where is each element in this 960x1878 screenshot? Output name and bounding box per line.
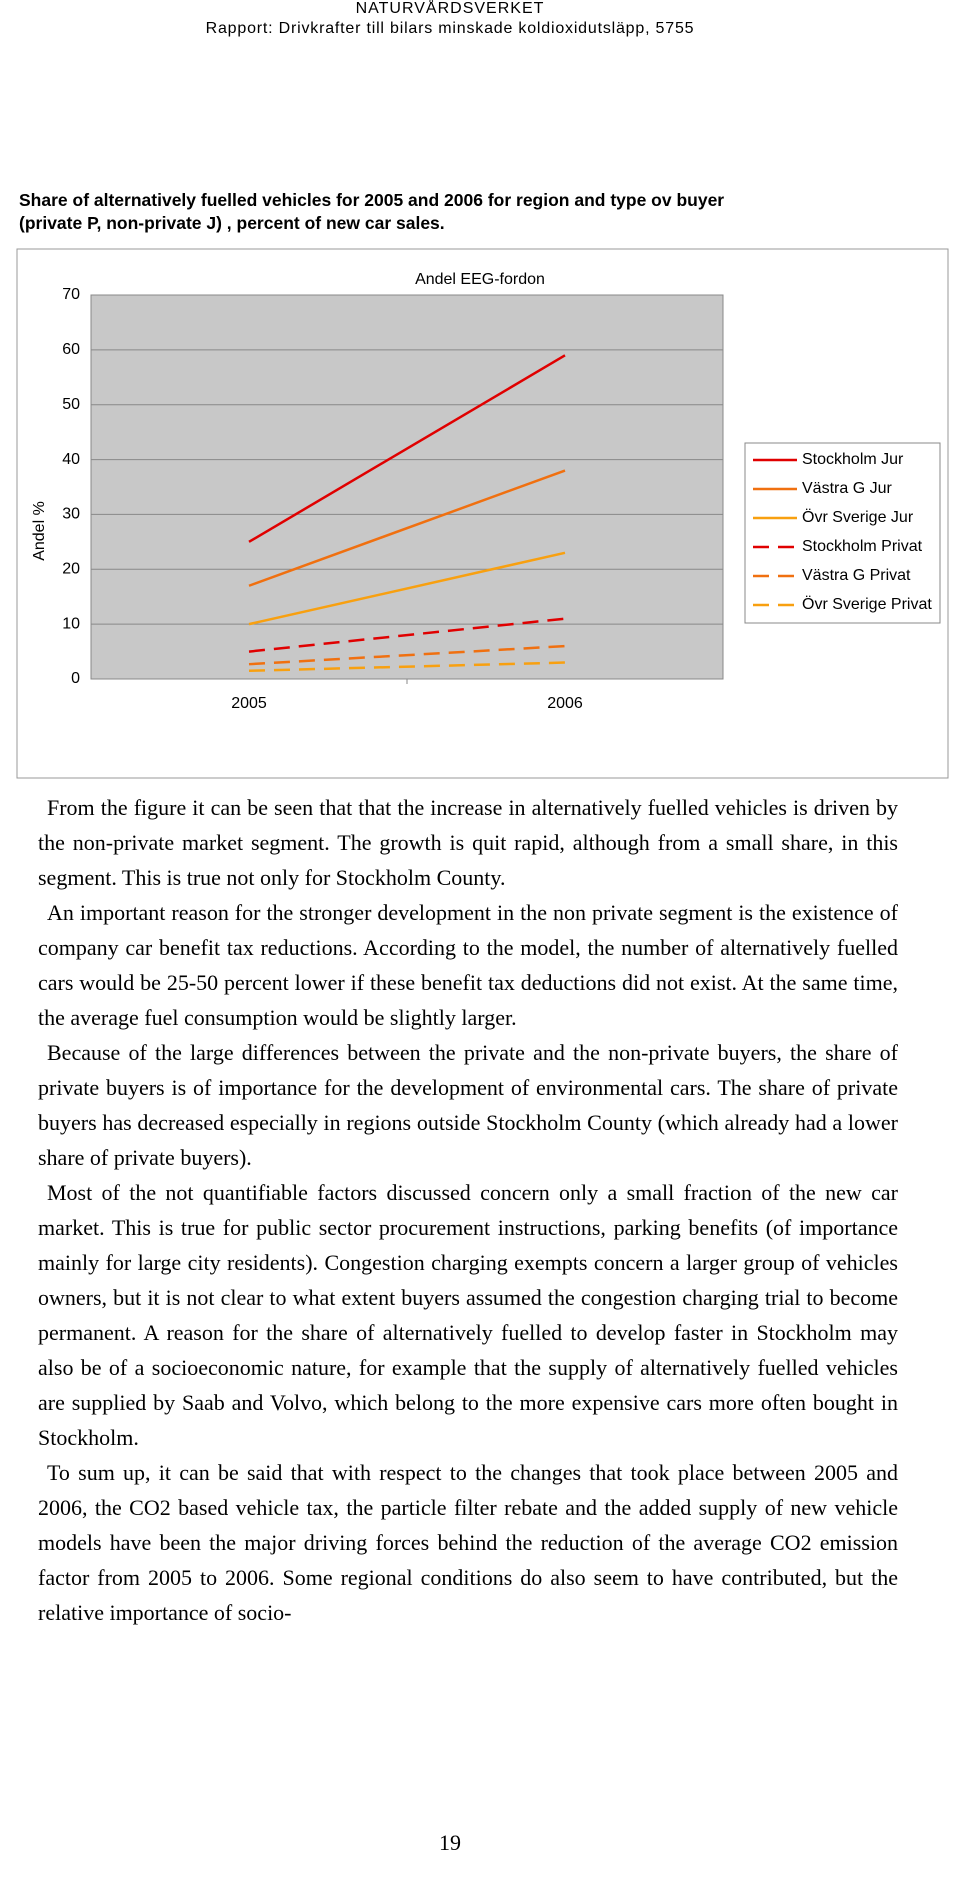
x-tick-label: 2005 [231, 695, 267, 712]
legend-label: Västra G Privat [802, 567, 911, 584]
series-line [248, 469, 566, 587]
series-line [248, 661, 566, 673]
figure-caption: Share of alternatively fuelled vehicles … [19, 190, 725, 210]
series-line [248, 551, 566, 626]
y-axis-label: Andel % [31, 501, 48, 561]
x-tick-label: 2006 [547, 695, 583, 712]
paragraph: To sum up, it can be said that with resp… [38, 1460, 898, 1625]
series-line [248, 617, 566, 653]
legend-label: Övr Sverige Jur [802, 508, 914, 526]
legend-label: Västra G Jur [802, 480, 892, 497]
y-tick-label: 60 [62, 341, 80, 358]
body-text: From the figure it can be seen that that… [38, 790, 898, 1630]
y-tick-label: 20 [62, 561, 80, 578]
series-line [248, 644, 566, 666]
paragraph: Because of the large differences between… [38, 1040, 898, 1170]
chart: Andel EEG-fordon Andel % 0 10 20 30 40 50 60 70… [16, 248, 949, 779]
figure-caption: (private P, non-private J) , percent of … [19, 213, 445, 233]
legend-label: Övr Sverige Privat [802, 595, 932, 613]
paragraph: An important reason for the stronger dev… [38, 900, 898, 1030]
y-tick-label: 30 [62, 506, 80, 523]
y-tick-label: 70 [62, 286, 80, 303]
legend-label: Stockholm Privat [802, 538, 923, 555]
chart-title: Andel EEG-fordon [415, 271, 545, 288]
y-tick-label: 40 [62, 451, 80, 468]
y-tick-label: 0 [71, 670, 80, 687]
legend-label: Stockholm Jur [802, 451, 904, 468]
header-report: Rapport: Drivkrafter till bilars minskad… [205, 20, 695, 37]
paragraph: From the figure it can be seen that that… [38, 795, 898, 890]
y-tick-label: 10 [62, 615, 80, 632]
legend-box [744, 442, 941, 624]
paragraph: Most of the not quantifiable factors dis… [38, 1180, 898, 1450]
page-number: 19 [439, 1830, 461, 1855]
series-line [248, 354, 566, 543]
plot-area [90, 294, 724, 680]
header-organization: NATURVÅRDSVERKET [355, 0, 545, 17]
y-tick-label: 50 [62, 396, 80, 413]
